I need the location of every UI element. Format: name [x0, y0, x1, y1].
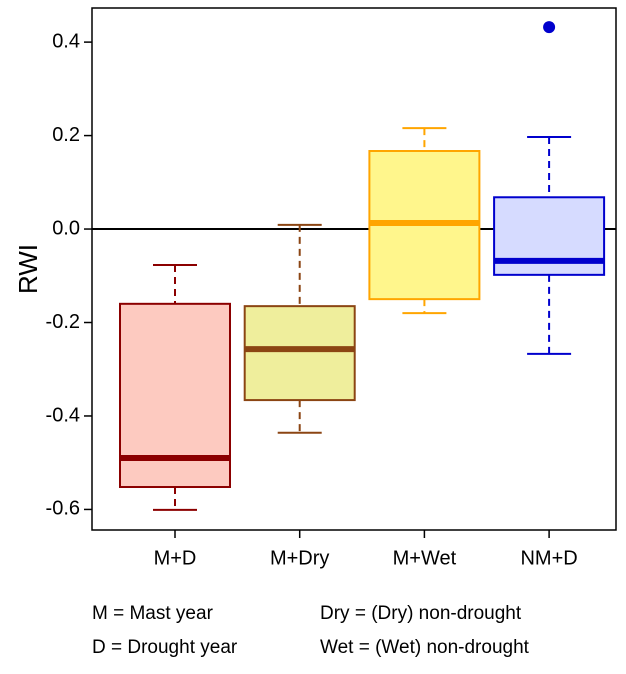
x-tick-label: M+Wet — [393, 547, 457, 569]
box — [243, 305, 356, 402]
outlier — [543, 21, 556, 34]
y-tick-label: -0.4 — [46, 404, 80, 426]
x-tick-label: NM+D — [520, 547, 577, 569]
y-tick-label: 0.4 — [52, 30, 80, 52]
y-axis-label: RWI — [13, 244, 43, 294]
x-tick-label: M+Dry — [270, 547, 329, 569]
y-tick-label: 0.2 — [52, 124, 80, 146]
note: Wet = (Wet) non-drought — [320, 637, 530, 658]
note: M = Mast year — [92, 603, 214, 624]
y-tick-label: -0.2 — [46, 311, 80, 333]
y-tick-label: 0.0 — [52, 217, 80, 239]
note: D = Drought year — [92, 637, 238, 658]
plot-frame — [91, 7, 617, 531]
x-tick-label: M+D — [154, 547, 197, 569]
note: Dry = (Dry) non-drought — [320, 603, 522, 624]
y-tick-label: -0.6 — [46, 498, 80, 520]
